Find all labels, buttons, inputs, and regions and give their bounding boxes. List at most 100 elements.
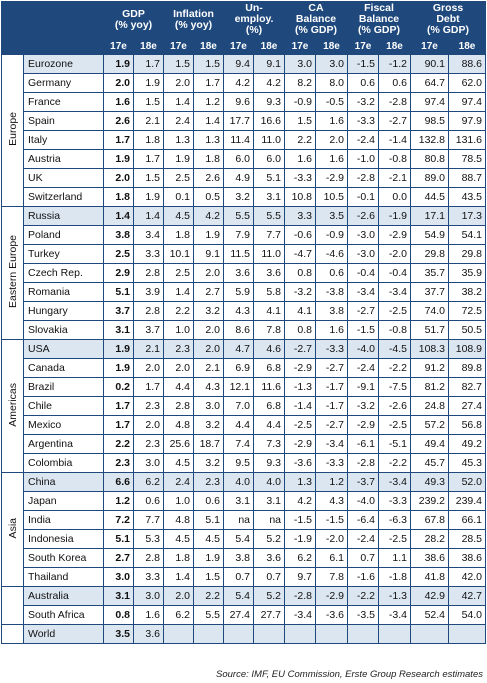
value-cell: 3.8 (223, 548, 255, 568)
value-cell: 0.6 (315, 263, 349, 283)
value-cell: 108.3 (410, 339, 450, 359)
value-cell: -4.7 (284, 244, 317, 264)
country-name: USA (23, 339, 104, 359)
value-cell: 1.9 (103, 54, 134, 74)
country-name: Chile (23, 396, 104, 416)
value-cell: 3.1 (253, 491, 286, 511)
value-cell: -3.4 (315, 434, 349, 454)
value-cell: 5.4 (223, 529, 255, 549)
value-cell: 66.1 (448, 510, 487, 530)
value-cell: 2.0 (103, 168, 134, 188)
value-cell: 10.1 (163, 244, 194, 264)
table-row: Eastern Europe Russia 1.4 1.4 4.5 4.2 5.5 5.5 3.… (1, 206, 487, 340)
value-cell: 1.8 (133, 130, 164, 150)
value-cell: 2.0 (133, 415, 164, 435)
value-cell: 2.6 (103, 111, 134, 131)
value-cell: 5.5 (192, 605, 225, 625)
value-cell: -3.3 (284, 168, 317, 188)
country-name: Switzerland (23, 187, 104, 207)
country-name: Slovakia (23, 320, 104, 340)
value-cell: 28.5 (448, 529, 487, 549)
value-cell: 7.9 (223, 225, 255, 245)
value-cell: 3.8 (315, 301, 349, 321)
value-cell: -2.7 (378, 111, 412, 131)
value-cell: -3.2 (347, 92, 380, 112)
value-cell: 1.4 (163, 92, 194, 112)
header-line: (% GDP) (427, 24, 470, 36)
value-cell: 0.6 (347, 73, 380, 93)
table-row: Thailand 3.0 3.3 1.4 1.5 0.7 0.7 9.7 7.8 -1.6 -1.8… (2, 567, 487, 587)
value-cell: -0.8 (378, 320, 412, 340)
value-cell: -2.5 (378, 415, 412, 435)
value-cell: 1.1 (378, 548, 412, 568)
value-cell: 1.5 (133, 168, 164, 188)
value-cell: 45.3 (448, 453, 487, 473)
value-cell: 5.4 (223, 586, 255, 606)
value-cell: -1.6 (347, 567, 380, 587)
value-cell: -1.3 (378, 586, 412, 606)
country-name: Spain (23, 111, 104, 131)
column-header: Fiscal Balance (% GDP) (347, 1, 412, 38)
country-name: Poland (23, 225, 104, 245)
value-cell: -1.9 (284, 529, 317, 549)
header-line: Debt (436, 13, 460, 25)
value-cell: 1.3 (284, 472, 317, 492)
value-cell: 4.8 (163, 510, 194, 530)
country-name: South Africa (23, 605, 104, 625)
value-cell: 5.9 (223, 282, 255, 302)
value-cell: -3.4 (347, 282, 380, 302)
value-cell: 90.1 (410, 54, 450, 74)
header-line: (% GDP) (358, 24, 401, 36)
value-cell: 2.3 (133, 396, 164, 416)
year-header: 18e (253, 37, 286, 55)
value-cell: 11.5 (223, 244, 255, 264)
country-name: South Korea (23, 548, 104, 568)
year-header: 17e (103, 37, 134, 55)
column-header: Un-employ. (%) (223, 1, 286, 38)
value-cell: 2.7 (103, 548, 134, 568)
value-cell: 0.6 (133, 491, 164, 511)
value-cell: 98.5 (410, 111, 450, 131)
value-cell: -2.9 (378, 225, 412, 245)
source-note: Source: IMF, EU Commission, Erste Group … (216, 669, 483, 680)
region-cell: Eastern Europe (1, 206, 24, 340)
value-cell: 131.6 (448, 130, 487, 150)
country-name: World (23, 624, 104, 644)
value-cell: -3.7 (347, 472, 380, 492)
value-cell: 4.2 (223, 73, 255, 93)
value-cell: -3.6 (315, 605, 349, 625)
value-cell: 9.3 (253, 453, 286, 473)
column-header: Inflation (% yoy) (162, 1, 225, 38)
table-row: World 3.5 3.6 (1, 624, 487, 644)
value-cell: -1.5 (284, 510, 317, 530)
value-cell: -0.9 (315, 225, 349, 245)
value-cell: 27.4 (223, 605, 255, 625)
country-name: Canada (23, 358, 104, 378)
value-cell: 52.0 (448, 472, 487, 492)
value-cell: 50.5 (448, 320, 487, 340)
value-cell: 29.8 (410, 244, 450, 264)
value-cell: 7.0 (223, 396, 255, 416)
value-cell: 97.4 (410, 92, 450, 112)
value-cell: 72.5 (448, 301, 487, 321)
value-cell: 67.8 (410, 510, 450, 530)
country-name: Indonesia (23, 529, 104, 549)
value-cell: 2.0 (192, 320, 225, 340)
value-cell: 5.3 (133, 529, 164, 549)
value-cell: 0.6 (192, 491, 225, 511)
value-cell: 4.2 (192, 206, 225, 226)
value-cell: 89.8 (448, 358, 487, 378)
value-cell: 1.4 (192, 111, 225, 131)
value-cell: 1.6 (315, 320, 349, 340)
value-cell: 4.4 (253, 415, 286, 435)
header-line: Balance (358, 13, 400, 25)
value-cell: 1.4 (163, 567, 194, 587)
header-line: GDP (122, 7, 145, 20)
value-cell: 2.4 (163, 472, 194, 492)
value-cell: 2.8 (133, 263, 164, 283)
value-cell: 1.5 (192, 54, 225, 74)
country-name: Japan (23, 491, 104, 511)
country-name: Romania (23, 282, 104, 302)
value-cell: -9.1 (347, 377, 380, 397)
value-cell: 54.9 (410, 225, 450, 245)
